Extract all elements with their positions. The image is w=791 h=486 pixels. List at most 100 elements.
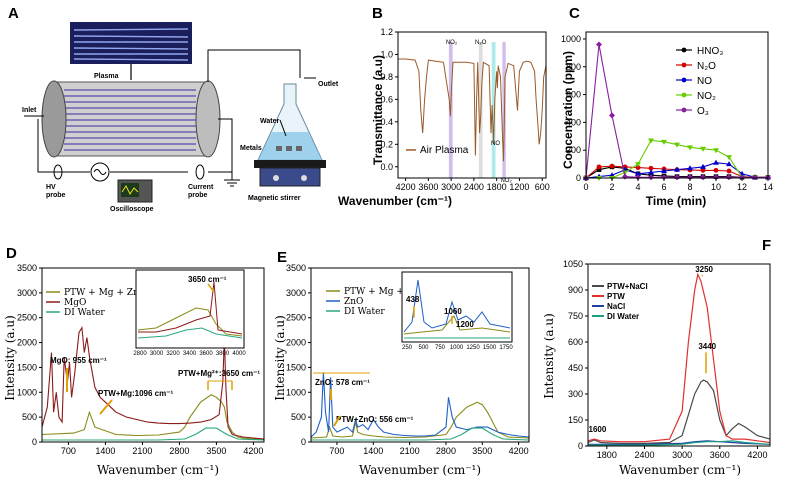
panel-b: B 4200 3600 3000 2400 1800 1200 600 0.0 0.2 0.4 0.… — [338, 5, 550, 208]
annotation-3440: 3440 — [698, 342, 716, 351]
point — [713, 148, 719, 154]
plot-frame — [585, 31, 769, 179]
y-tick-label: 150 — [568, 415, 583, 425]
x-tick-label: 3000 — [441, 182, 461, 192]
x-tick-label: 2100 — [132, 446, 152, 456]
inset-tick: 3200 — [166, 351, 180, 357]
y-tick-label: 1.2 — [380, 27, 393, 37]
y-tick-label: 3000 — [17, 288, 37, 298]
y-tick-label: 0.8 — [380, 72, 393, 82]
hv-probe-icon — [53, 164, 63, 180]
point — [596, 167, 602, 172]
stirrer-top — [254, 160, 326, 168]
current-probe-icon — [195, 164, 205, 180]
panel-f: F 1800 2400 3000 3600 4200 0 150 300 450 600 750 90… — [542, 237, 771, 477]
stirrer-label: Magnetic stirrer — [248, 195, 301, 202]
x-axis-title: Wavenumber (cm⁻¹) — [359, 463, 481, 477]
outlet-tube — [207, 49, 301, 82]
series-ptw+mg+zn-line — [41, 394, 264, 440]
x-tick-label: 1400 — [95, 446, 115, 456]
band-label: N₂O — [475, 40, 487, 46]
inset-series-water — [137, 327, 243, 339]
point — [635, 165, 641, 170]
point — [635, 162, 641, 168]
point — [648, 165, 654, 171]
point — [609, 112, 615, 119]
y-tick-label: 1000 — [286, 387, 306, 397]
water-label: Water — [260, 118, 279, 125]
plasma-photo — [70, 22, 192, 64]
y-tick-label: 0.0 — [380, 162, 393, 172]
inset-tick: 500 — [418, 345, 429, 351]
x-tick-label: 2800 — [169, 446, 189, 456]
panel-a: A Plasma Inlet HV probe — [8, 5, 339, 213]
band-label: NO — [491, 141, 500, 147]
x-tick-label: 3600 — [710, 450, 730, 460]
series-ptw+mg+zn-line — [310, 401, 530, 439]
y-tick-label: 2000 — [286, 338, 306, 348]
x-tick-label: 2100 — [400, 446, 420, 456]
x-tick-label: 1400 — [363, 446, 383, 456]
inset-tick: 4000 — [232, 351, 246, 357]
point — [674, 174, 680, 181]
legend-label: MgO — [64, 298, 86, 308]
inset-series-ptw — [403, 315, 511, 335]
panel-e: E 700 1400 2100 2800 3500 4200 0 500 1000 1500 200… — [273, 249, 530, 477]
x-tick-label: 4200 — [243, 446, 263, 456]
y-tick-label: 0.4 — [380, 117, 393, 127]
x-tick-label: 1800 — [597, 450, 617, 460]
point — [713, 167, 719, 173]
point — [596, 164, 602, 170]
legend-marker — [681, 62, 687, 68]
point — [726, 174, 732, 181]
inset-tick: 250 — [402, 345, 413, 351]
legend-label: NaCl — [607, 302, 625, 311]
inset-frame — [135, 269, 245, 349]
panel-label-e: E — [277, 249, 287, 266]
y-tick-label: 1050 — [563, 259, 583, 269]
y-tick-label: 2500 — [286, 313, 306, 323]
y-tick-label: 750 — [568, 311, 583, 321]
x-axis-title: Wavenumber (cm⁻¹) — [97, 463, 219, 477]
legend-marker — [681, 47, 687, 53]
circuit-left — [37, 119, 90, 173]
legend-label: DI Water — [607, 312, 639, 321]
inset-tick: 1750 — [499, 345, 513, 351]
legend-label: NO — [697, 76, 712, 87]
series-diwater-line — [42, 427, 265, 441]
inset-label-1200: 1200 — [456, 320, 474, 329]
x-tick-label: 4200 — [747, 450, 767, 460]
reactor-body — [51, 81, 209, 157]
point — [687, 174, 693, 181]
legend-label: NO₂ — [697, 91, 716, 102]
y-tick-label: 600 — [568, 337, 583, 347]
arrow-ptw-mg — [99, 399, 113, 415]
plot-frame — [41, 267, 265, 443]
x-tick-label: 8 — [687, 182, 692, 192]
annotation-mgo: MgO: 955 cm⁻¹ — [50, 356, 107, 365]
y-axis-title: Transmittance (a.u) — [371, 55, 385, 165]
annotation-ptw-mg: PTW+Mg:1096 cm⁻¹ — [98, 389, 173, 398]
point — [700, 146, 706, 152]
plot-frame — [587, 263, 771, 447]
x-tick-label: 4200 — [509, 446, 529, 456]
inset-tick: 3600 — [199, 351, 213, 357]
plasma-streaks — [73, 28, 189, 61]
legend-label: PTW + Mg + Zn — [344, 287, 419, 297]
y-tick-label: 400 — [566, 117, 581, 127]
point — [674, 142, 680, 148]
band-2 — [491, 42, 496, 178]
panel-label-f: F — [762, 237, 771, 254]
series-mgo-line — [41, 325, 265, 440]
y-tick-label: 500 — [291, 412, 306, 422]
inset-tick: 3800 — [216, 351, 230, 357]
y-axis-title: Intensity (a.u) — [542, 313, 556, 399]
current-probe-label: Current probe — [188, 184, 214, 199]
legend-marker — [681, 107, 687, 113]
inset-label-438: 438 — [406, 295, 420, 304]
point — [726, 161, 732, 167]
point — [622, 173, 628, 180]
point — [674, 166, 680, 172]
x-axis-title: Wavenumber (cm⁻¹) — [338, 194, 452, 208]
